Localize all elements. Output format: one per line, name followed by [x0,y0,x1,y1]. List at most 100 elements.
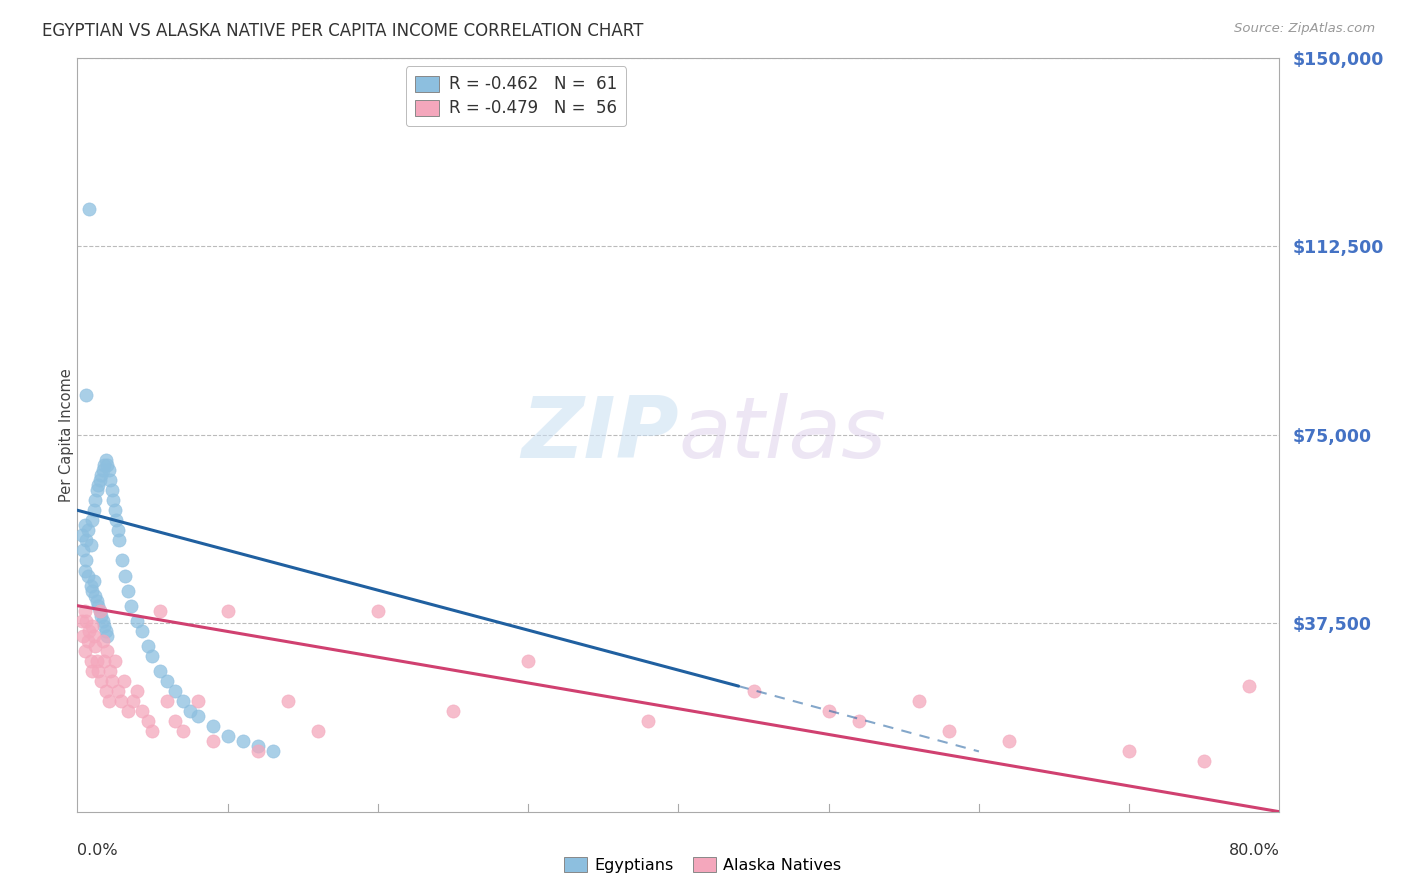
Point [79,202,101,216]
Point [108,533,131,548]
Point [96,629,118,643]
Point [83,574,105,588]
Point [101,674,124,689]
Point [179,704,201,718]
Point [80,654,103,668]
Point [89,473,111,487]
Point [172,724,194,739]
Text: Source: ZipAtlas.com: Source: ZipAtlas.com [1234,22,1375,36]
Point [96,458,118,472]
Point [848,714,870,729]
Point [637,714,659,729]
Legend: Egyptians, Alaska Natives: Egyptians, Alaska Natives [558,851,848,880]
Point [73,644,96,658]
Point [90,674,112,689]
Point [107,684,129,698]
Point [90,608,112,623]
Point [72,543,94,558]
Point [217,604,239,618]
Point [938,724,960,739]
Point [110,694,132,708]
Point [163,684,186,698]
Point [82,664,104,678]
Point [82,583,104,598]
Point [149,664,172,678]
Text: 0.0%: 0.0% [77,844,118,858]
Point [86,654,108,668]
Point [84,493,107,508]
Point [94,453,117,467]
Point [156,674,179,689]
Point [91,614,114,628]
Point [1194,755,1216,769]
Point [517,654,540,668]
Point [73,604,96,618]
Point [187,709,209,723]
Point [87,664,110,678]
Point [97,694,120,708]
Point [742,684,765,698]
Point [83,503,105,517]
Point [75,387,97,401]
Point [114,568,136,582]
Point [246,744,269,758]
Point [96,644,118,658]
Point [1118,744,1140,758]
Point [131,704,153,718]
Point [80,578,103,592]
Text: atlas: atlas [679,393,886,476]
Point [73,518,96,533]
Point [84,639,107,653]
Text: EGYPTIAN VS ALASKA NATIVE PER CAPITA INCOME CORRELATION CHART: EGYPTIAN VS ALASKA NATIVE PER CAPITA INC… [42,22,644,40]
Point [163,714,186,729]
Text: 80.0%: 80.0% [1229,844,1279,858]
Point [97,463,120,477]
Point [90,468,112,483]
Point [277,694,299,708]
Point [75,553,97,567]
Point [76,524,98,538]
Point [120,599,142,613]
Point [201,719,224,733]
Point [70,614,93,628]
Point [94,624,117,638]
Point [136,639,159,653]
Point [104,654,127,668]
Point [87,478,110,492]
Point [76,568,98,582]
Point [131,624,153,638]
Point [111,553,134,567]
Point [75,533,97,548]
Point [107,524,129,538]
Y-axis label: Per Capita Income: Per Capita Income [59,368,73,501]
Point [172,694,194,708]
Point [72,629,94,643]
Point [105,513,128,527]
Point [104,503,127,517]
Point [70,528,93,542]
Point [93,458,115,472]
Point [117,583,139,598]
Point [1239,679,1261,693]
Point [83,629,105,643]
Point [149,604,172,618]
Point [112,674,135,689]
Point [93,619,115,633]
Point [100,664,122,678]
Point [232,734,254,748]
Point [80,538,103,552]
Point [86,483,108,497]
Point [136,714,159,729]
Point [141,648,163,663]
Point [82,513,104,527]
Point [201,734,224,748]
Point [187,694,209,708]
Point [93,654,115,668]
Point [156,694,179,708]
Point [87,599,110,613]
Point [75,614,97,628]
Point [86,593,108,607]
Point [79,624,101,638]
Point [103,493,125,508]
Point [246,739,269,754]
